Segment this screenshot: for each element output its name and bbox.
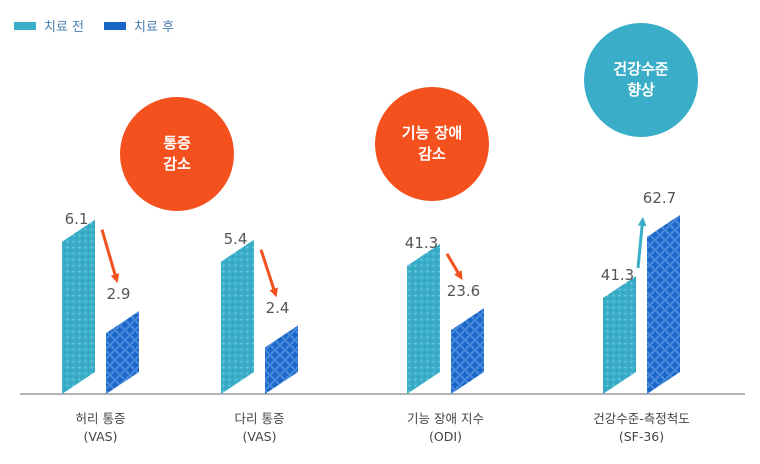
category-label-1: 허리 통증 (VAS): [26, 410, 176, 446]
category-label-4: 건강수준-측정척도 (SF-36): [567, 410, 717, 446]
category-label-line1: 허리 통증: [75, 411, 126, 426]
change-arrow-head-1: [110, 273, 120, 284]
bar-after-3: [451, 308, 484, 394]
bar-before-4: [603, 276, 636, 394]
change-arrow-line-4: [636, 220, 645, 269]
value-label-after-2: 2.4: [265, 299, 290, 318]
category-label-line2: (VAS): [83, 429, 118, 444]
bar-after-4: [647, 214, 680, 394]
value-label-before-2: 5.4: [223, 229, 248, 248]
category-label-line2: (SF-36): [618, 429, 665, 444]
bar-after-2: [265, 325, 298, 394]
annotation-line2: 향상: [627, 81, 655, 99]
value-label-before-1: 6.1: [64, 209, 89, 228]
legend-item-before: 치료 전: [14, 16, 84, 35]
category-label-line1: 건강수준-측정척도: [593, 411, 690, 426]
bar-before-1: [62, 219, 95, 394]
annotation-line2: 감소: [163, 155, 191, 173]
legend-swatch-before: [14, 21, 36, 30]
value-label-after-4: 62.7: [642, 188, 677, 207]
value-label-after-1: 2.9: [106, 285, 131, 304]
category-label-3: 기능 장애 지수 (ODI): [371, 410, 521, 446]
change-arrow-line-2: [259, 249, 277, 295]
change-arrow-head-2: [269, 287, 278, 298]
value-label-before-4: 41.3: [600, 266, 635, 284]
bar-after-1: [106, 311, 139, 394]
bar-before-2: [221, 239, 254, 394]
legend-label-before: 치료 전: [44, 20, 85, 35]
category-label-line1: 다리 통증: [234, 411, 285, 426]
annotation-line1: 통증: [163, 134, 191, 152]
value-label-after-3: 23.6: [446, 282, 481, 301]
legend-item-after: 치료 후: [104, 16, 174, 35]
annotation-line1: 건강수준: [613, 60, 669, 78]
legend-swatch-after: [104, 21, 127, 30]
change-arrow-head-3: [454, 270, 463, 281]
annotation-line1: 기능 장애: [401, 124, 463, 142]
legend-label-after: 치료 후: [134, 20, 175, 35]
category-label-2: 다리 통증 (VAS): [185, 410, 335, 446]
annotation-line2: 감소: [418, 145, 446, 163]
change-arrow-head-4: [637, 216, 647, 227]
value-label-before-3: 41.3: [404, 233, 439, 252]
category-label-line1: 기능 장애 지수: [407, 411, 484, 426]
category-label-line2: (ODI): [429, 429, 462, 444]
bar-before-3: [407, 243, 440, 394]
category-label-line2: (VAS): [242, 429, 277, 444]
chart-legend: 치료 전 치료 후: [14, 16, 194, 35]
change-arrow-line-1: [100, 229, 118, 280]
